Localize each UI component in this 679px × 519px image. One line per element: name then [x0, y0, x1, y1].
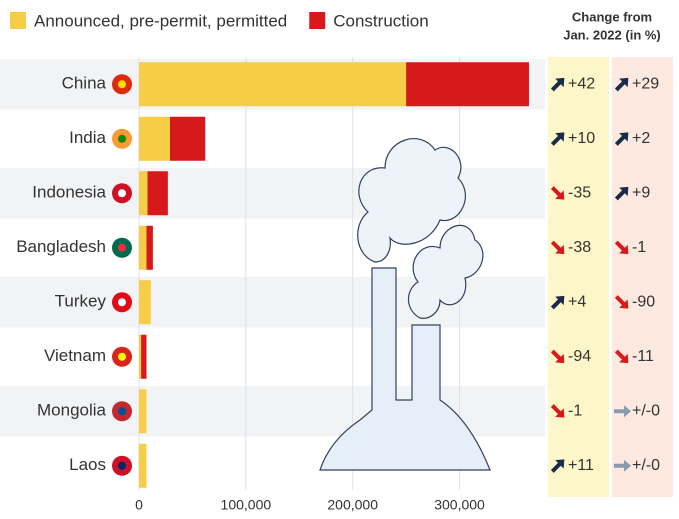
- change-column-bg: [612, 57, 673, 497]
- change-label: -1: [568, 402, 582, 419]
- bar-segment: [139, 226, 146, 270]
- bar-segment: [139, 280, 151, 324]
- legend-label: Construction: [333, 11, 428, 30]
- category-label: Vietnam: [44, 346, 106, 365]
- bar-segment: [139, 389, 146, 433]
- bar-segment: [139, 62, 406, 106]
- change-label: +/-0: [632, 402, 660, 419]
- change-label: +42: [568, 75, 595, 92]
- bar-segment: [148, 171, 168, 215]
- bar-segment: [139, 335, 141, 379]
- category-label: Laos: [69, 455, 106, 474]
- change-label: -1: [632, 239, 646, 256]
- change-label: +9: [632, 184, 650, 201]
- change-label: -94: [568, 348, 591, 365]
- change-label: +/-0: [632, 457, 660, 474]
- bar-segment: [170, 117, 205, 161]
- category-label: Bangladesh: [16, 237, 106, 256]
- flag-icon-detail: [118, 298, 126, 306]
- x-tick-label: 100,000: [221, 497, 272, 513]
- chart: 0 100,000 200,000 300,000 Announced, pre-per…: [0, 0, 679, 519]
- category-label: India: [69, 128, 106, 147]
- flag-icon-detail: [118, 135, 126, 143]
- category-label: Mongolia: [37, 401, 107, 420]
- category-label: China: [62, 74, 107, 93]
- change-header: Change from: [572, 9, 652, 24]
- legend-swatch: [309, 12, 325, 29]
- change-label: -35: [568, 184, 591, 201]
- change-label: +2: [632, 130, 650, 147]
- bar-segment: [139, 117, 170, 161]
- bar-segment: [139, 171, 148, 215]
- change-label: -38: [568, 239, 591, 256]
- change-label: +29: [632, 75, 659, 92]
- flag-icon-detail: [118, 189, 126, 197]
- x-tick-label: 200,000: [327, 497, 378, 513]
- change-label: +4: [568, 293, 586, 310]
- change-label: -11: [632, 348, 654, 365]
- x-tick-label: 0: [135, 497, 143, 513]
- bar-segment: [139, 444, 146, 488]
- flag-icon-detail: [118, 244, 126, 252]
- change-column-bg: [548, 57, 609, 497]
- bar-segment: [141, 335, 146, 379]
- change-label: +10: [568, 130, 595, 147]
- change-label: +11: [568, 457, 594, 474]
- bar-segment: [146, 226, 152, 270]
- flag-icon-detail: [118, 353, 126, 361]
- flag-icon-detail: [118, 407, 126, 415]
- flag-icon-detail: [118, 80, 126, 88]
- x-tick-label: 300,000: [434, 497, 485, 513]
- legend-label: Announced, pre-permit, permitted: [34, 11, 287, 30]
- legend-swatch: [10, 12, 26, 29]
- category-label: Indonesia: [32, 183, 106, 202]
- flag-icon-detail: [118, 462, 126, 470]
- change-header: Jan. 2022 (in %): [563, 27, 661, 42]
- bar-segment: [406, 62, 529, 106]
- category-label: Turkey: [55, 292, 107, 311]
- change-label: -90: [632, 293, 655, 310]
